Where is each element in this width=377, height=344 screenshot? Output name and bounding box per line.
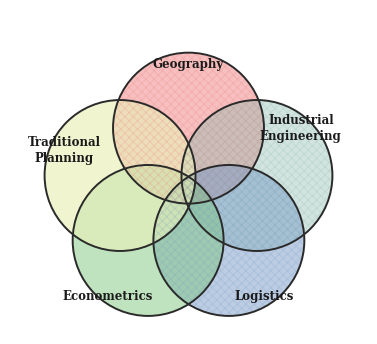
Text: Geography: Geography [153,58,224,72]
Circle shape [153,165,304,316]
Text: Econometrics: Econometrics [63,290,153,303]
Circle shape [181,100,333,251]
Circle shape [73,165,224,316]
Circle shape [44,100,196,251]
Text: Industrial
Engineering: Industrial Engineering [260,114,342,143]
Text: Traditional
Planning: Traditional Planning [28,137,100,165]
Circle shape [113,53,264,204]
Text: Logistics: Logistics [234,290,294,303]
